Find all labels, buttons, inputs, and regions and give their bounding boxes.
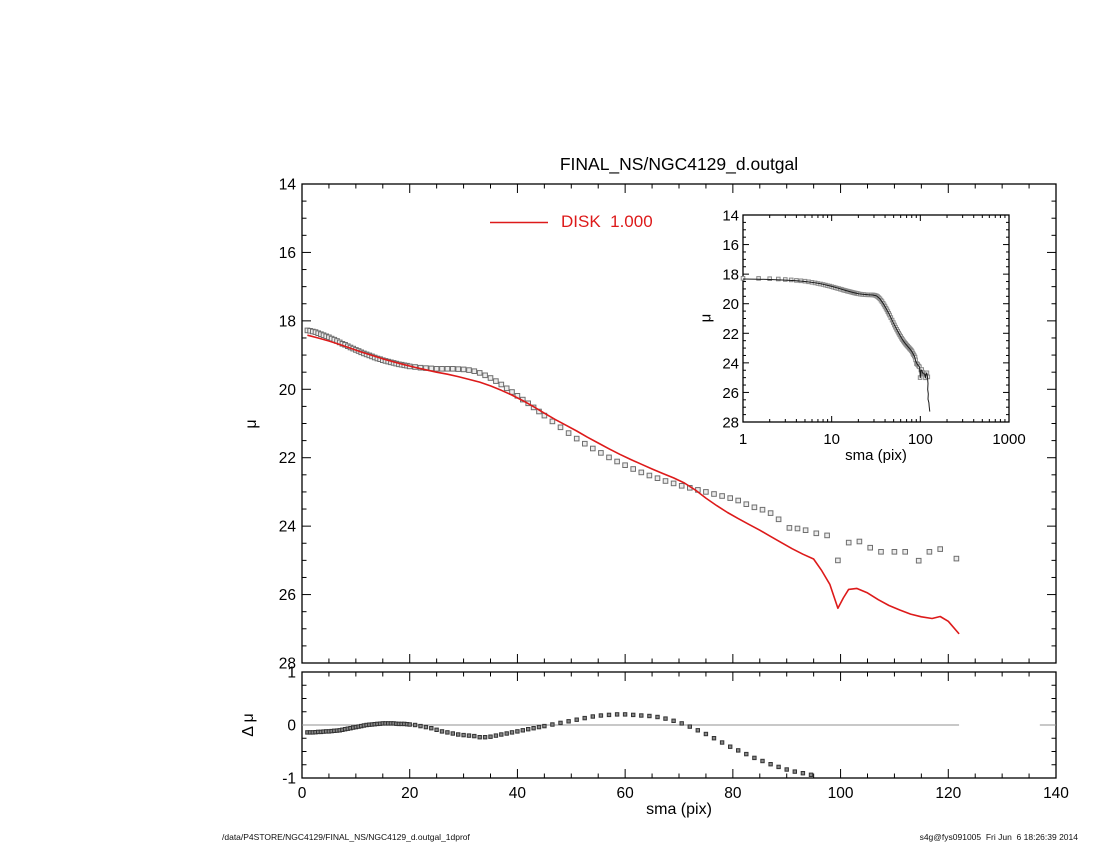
main-profile-y-tick-label: 28 [279, 656, 296, 673]
x-axis-label: sma (pix) [646, 801, 712, 818]
residuals-x-tick-label: 80 [724, 785, 742, 802]
main-profile-y-tick-label: 18 [279, 313, 296, 330]
main-profile-y-tick-label: 24 [279, 519, 297, 536]
residuals-tick-labels: 0 20 40 60 80 100 120 140-101 [282, 665, 1069, 803]
inset-log-profile-y-tick-label: 14 [722, 208, 739, 225]
main-profile-y-tick-label: 16 [279, 245, 296, 262]
main-profile-y-tick-label: 22 [279, 450, 296, 467]
inset-log-profile-y-tick-label: 24 [722, 355, 739, 372]
residuals-x-tick-label: 20 [401, 785, 419, 802]
inset-log-profile-x-tick-label: 1000 [992, 431, 1025, 448]
footer-user-timestamp: s4g@fys091005 Fri Jun 6 18:26:39 2014 [919, 832, 1078, 842]
inset-log-profile-x-tick-label: 1 [739, 431, 747, 448]
inset-log-profile-x-tick-label: 10 [823, 431, 840, 448]
main-y-axis-label: μ [243, 419, 260, 429]
residuals-x-tick-label: 140 [1043, 785, 1069, 802]
inset-x-axis-label: sma (pix) [845, 447, 907, 464]
residual-y-axis-label: Δ μ [240, 713, 257, 737]
legend-label: DISK 1.000 [561, 212, 653, 231]
residuals-x-tick-label: 40 [509, 785, 527, 802]
inset-log-profile-ticks [742, 214, 1010, 423]
residuals-y-tick-label: -1 [282, 771, 296, 788]
inset-log-profile-series-1 [742, 278, 931, 412]
inset-log-profile-x-tick-label: 100 [908, 431, 933, 448]
residuals-x-tick-label: 120 [935, 785, 961, 802]
residuals-y-tick-label: 0 [287, 718, 296, 735]
residuals-x-tick-label: 0 [298, 785, 307, 802]
residuals-x-tick-label: 100 [828, 785, 854, 802]
main-profile-y-tick-label: 20 [279, 382, 297, 399]
inset-log-profile-y-tick-label: 22 [722, 326, 739, 343]
inset-y-axis-label: μ [697, 313, 715, 323]
footer-file-path: /data/P4STORE/NGC4129/FINAL_NS/NGC4129_d… [222, 832, 470, 842]
main-profile-y-tick-label: 26 [279, 587, 296, 604]
inset-log-profile-y-tick-label: 16 [722, 237, 739, 254]
main-profile-series-0 [304, 327, 960, 564]
residuals-panel: 0 20 40 60 80 100 120 140-101 [282, 665, 1069, 803]
residuals-y-tick-label: 1 [287, 665, 296, 682]
main-profile-y-tick-label: 14 [279, 177, 297, 194]
inset-log-profile-tick-labels: 1 10 100 1000 14 16 18 20 22 24 26 28 [722, 208, 1025, 449]
inset-log-profile-y-tick-label: 28 [722, 415, 739, 432]
inset-log-profile-y-tick-label: 26 [722, 385, 739, 402]
residuals-x-tick-label: 60 [617, 785, 635, 802]
main-profile-panel: 14 16 18 20 22 24 26 28 [279, 177, 1057, 673]
main-profile-ticks [301, 183, 1057, 664]
inset-log-profile-series-0 [740, 276, 931, 381]
inset-log-profile-y-tick-label: 18 [722, 267, 739, 284]
inset-log-profile-y-tick-label: 20 [722, 296, 739, 313]
inset-log-profile-panel: 1 10 100 1000 14 16 18 20 22 24 26 28 [722, 208, 1025, 449]
plot-title: FINAL_NS/NGC4129_d.outgal [559, 154, 799, 174]
main-profile-tick-labels: 14 16 18 20 22 24 26 28 [279, 177, 297, 673]
residuals-series-0 [305, 712, 814, 777]
main-profile-series-1 [307, 334, 960, 635]
